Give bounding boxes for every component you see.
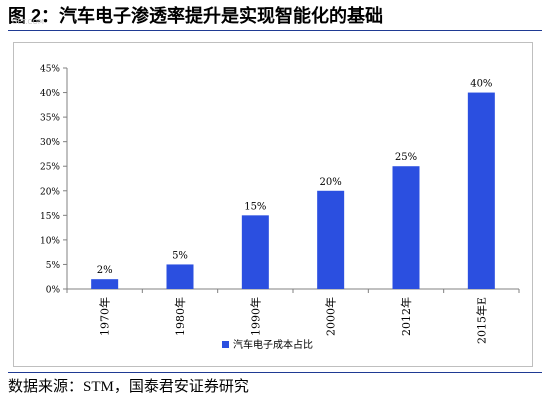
- watermark: GET.COM: [12, 18, 44, 26]
- x-tick-label: 1990年: [248, 297, 262, 336]
- figure-title-text: 汽车电子渗透率提升是实现智能化的基础: [59, 6, 384, 27]
- source-note: 数据来源：STM，国泰君安证券研究: [8, 372, 542, 398]
- source-label: 数据来源：: [8, 377, 84, 395]
- source-text: STM，国泰君安证券研究: [83, 379, 249, 395]
- bar-6: [467, 92, 495, 289]
- data-label: 20%: [320, 177, 342, 188]
- bar-4: [317, 190, 345, 289]
- y-tick-label: 30%: [40, 138, 60, 148]
- title-rule: [8, 30, 542, 31]
- legend-swatch: [222, 341, 229, 348]
- x-tick-label: 2000年: [324, 297, 338, 336]
- data-label: 25%: [395, 152, 417, 163]
- y-tick-label: 25%: [40, 163, 60, 173]
- x-tick-label: 1970年: [98, 297, 112, 336]
- chart-frame: 0% 5% 10% 15% 20% 25% 30% 35% 40% 45% 2% 1970年 5% 198…: [13, 42, 533, 367]
- bar-2: [166, 264, 194, 289]
- figure-title-prefix: 图 2：: [8, 6, 60, 26]
- x-tick-label: 2012年: [399, 297, 413, 336]
- y-tick-label: 5%: [46, 261, 61, 271]
- data-label: 15%: [244, 201, 266, 212]
- data-label: 2%: [97, 265, 113, 276]
- bar-5: [392, 166, 420, 289]
- x-tick-label: 1980年: [173, 297, 187, 336]
- y-tick-label: 45%: [40, 65, 60, 75]
- legend-label: 汽车电子成本占比: [233, 338, 313, 351]
- y-tick-label: 20%: [40, 187, 60, 197]
- y-tick-label: 10%: [40, 236, 60, 246]
- data-label: 5%: [172, 250, 188, 261]
- y-tick-label: 35%: [40, 114, 60, 124]
- bar-1: [91, 279, 119, 289]
- y-tick-label: 0%: [46, 286, 61, 296]
- data-label: 40%: [470, 79, 492, 90]
- figure-title: 图 2：汽车电子渗透率提升是实现智能化的基础: [8, 4, 542, 29]
- bar-chart: 0% 5% 10% 15% 20% 25% 30% 35% 40% 45% 2% 1970年 5% 198…: [40, 65, 520, 351]
- y-tick-label: 40%: [40, 89, 60, 99]
- bar-3: [241, 215, 269, 289]
- y-tick-label: 15%: [40, 212, 60, 222]
- x-tick-label: 2015年E: [474, 297, 488, 344]
